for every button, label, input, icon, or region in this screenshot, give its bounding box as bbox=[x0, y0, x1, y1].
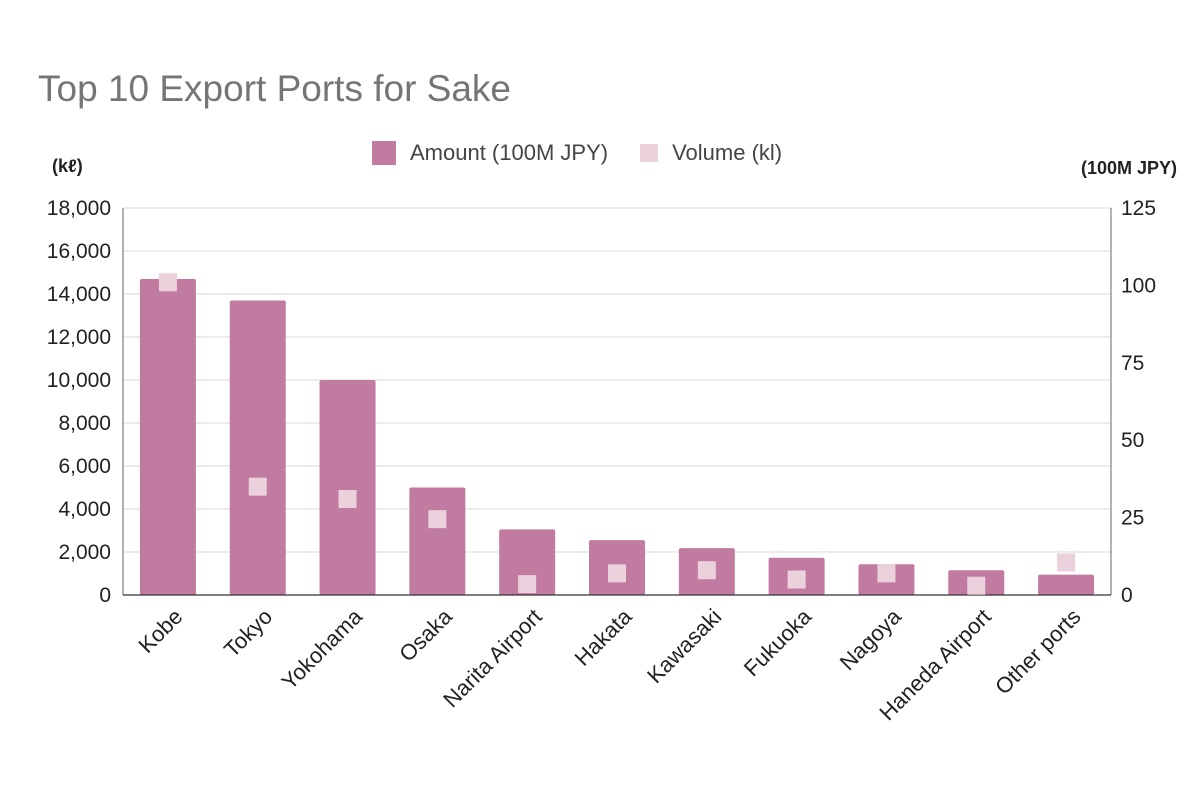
left-tick-label: 12,000 bbox=[47, 326, 111, 349]
chart-title: Top 10 Export Ports for Sake bbox=[38, 68, 512, 109]
left-tick-label: 10,000 bbox=[47, 369, 111, 392]
volume-point bbox=[248, 477, 267, 496]
category-label: Nagoya bbox=[835, 603, 907, 675]
volume-point bbox=[1057, 553, 1076, 572]
category-label: Yokohama bbox=[276, 603, 367, 694]
left-tick-label: 6,000 bbox=[58, 455, 111, 478]
right-tick-label: 75 bbox=[1121, 352, 1144, 375]
bar bbox=[139, 278, 196, 595]
right-tick-label: 25 bbox=[1121, 507, 1144, 530]
legend-label-amount: Amount (100M JPY) bbox=[410, 140, 609, 165]
left-tick-label: 0 bbox=[99, 584, 111, 607]
bar bbox=[229, 300, 286, 595]
legend-item-volume: Volume (kl) bbox=[640, 140, 782, 166]
right-tick-label: 100 bbox=[1121, 274, 1156, 297]
legend: Amount (100M JPY) Volume (kl) bbox=[372, 140, 814, 166]
category-label: Fukuoka bbox=[739, 603, 817, 681]
volume-point bbox=[608, 564, 626, 583]
legend-label-volume: Volume (kl) bbox=[672, 140, 783, 165]
bar bbox=[499, 529, 556, 595]
left-axis-unit: (kℓ) bbox=[52, 156, 83, 176]
category-label: Hakata bbox=[570, 603, 638, 671]
left-tick-label: 16,000 bbox=[47, 240, 111, 263]
right-tick-label: 50 bbox=[1121, 429, 1144, 452]
volume-point bbox=[518, 575, 537, 594]
left-tick-label: 8,000 bbox=[58, 412, 111, 435]
left-tick-label: 18,000 bbox=[47, 197, 111, 220]
category-label: Osaka bbox=[394, 603, 457, 666]
right-tick-label: 125 bbox=[1121, 197, 1156, 220]
legend-swatch-volume bbox=[640, 144, 659, 162]
left-tick-label: 2,000 bbox=[58, 541, 111, 564]
volume-point bbox=[428, 510, 447, 529]
legend-swatch-amount bbox=[372, 141, 396, 165]
right-tick-label: 0 bbox=[1121, 584, 1133, 607]
volume-point bbox=[877, 564, 896, 583]
volume-point bbox=[967, 576, 986, 595]
category-label: Other ports bbox=[990, 604, 1085, 699]
left-tick-label: 14,000 bbox=[47, 283, 111, 306]
volume-point bbox=[787, 570, 806, 589]
category-label: Kawasaki bbox=[642, 604, 726, 688]
bar bbox=[319, 380, 376, 595]
bar bbox=[1038, 574, 1095, 595]
volume-point bbox=[158, 273, 177, 292]
bar bbox=[409, 487, 466, 595]
right-axis-unit: (100M JPY) bbox=[1081, 158, 1178, 178]
volume-point bbox=[697, 561, 716, 580]
volume-point bbox=[338, 490, 357, 509]
category-label: Kobe bbox=[133, 604, 187, 658]
left-tick-label: 4,000 bbox=[58, 498, 111, 521]
category-label: Tokyo bbox=[219, 604, 277, 662]
legend-item-amount: Amount (100M JPY) bbox=[372, 140, 608, 166]
